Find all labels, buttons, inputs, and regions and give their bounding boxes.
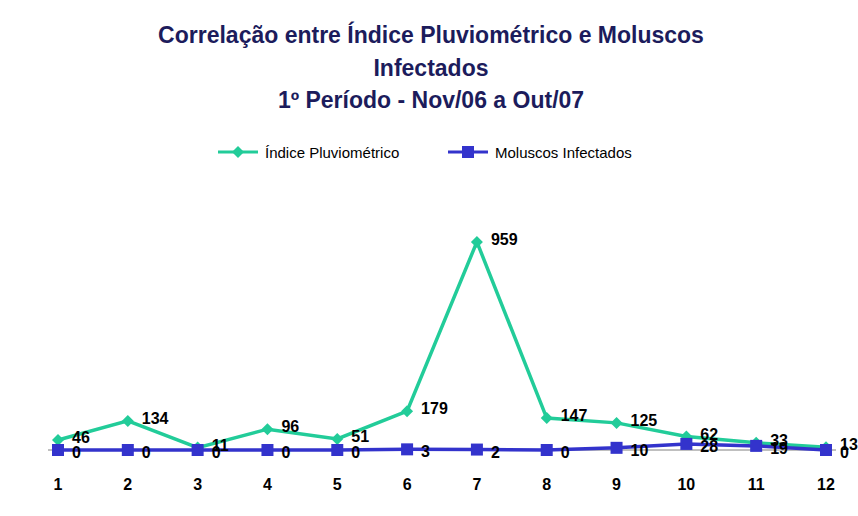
x-tick-label: 4 <box>263 476 272 493</box>
data-label: 134 <box>142 410 169 427</box>
data-label: 179 <box>421 400 448 417</box>
x-tick-label: 5 <box>333 476 342 493</box>
point <box>331 444 343 456</box>
point <box>331 433 343 445</box>
point <box>750 440 762 452</box>
point <box>541 412 553 424</box>
data-label: 147 <box>561 407 588 424</box>
data-label: 51 <box>351 428 369 445</box>
data-label: 19 <box>770 440 788 457</box>
point <box>471 444 483 456</box>
point <box>401 443 413 455</box>
point <box>122 415 134 427</box>
legend-entry: Moluscos Infectados <box>448 144 632 161</box>
data-label: 0 <box>840 444 849 461</box>
point <box>680 438 692 450</box>
x-tick-label: 3 <box>193 476 202 493</box>
point <box>541 444 553 456</box>
point <box>261 423 273 435</box>
data-label: 959 <box>491 231 518 248</box>
series-line <box>58 242 826 448</box>
point <box>611 417 623 429</box>
x-tick-label: 2 <box>123 476 132 493</box>
point <box>261 444 273 456</box>
x-tick-label: 11 <box>748 476 765 493</box>
point <box>122 444 134 456</box>
data-labels: 4613411965117995914712562331300000320102… <box>72 231 858 461</box>
legend-label: Índice Pluviométrico <box>265 144 399 161</box>
legend-marker <box>232 146 244 158</box>
title: Infectados <box>373 55 488 81</box>
data-label: 28 <box>700 438 718 455</box>
data-label: 2 <box>491 444 500 461</box>
legend-entry: Índice Pluviométrico <box>218 144 399 161</box>
data-label: 0 <box>212 444 221 461</box>
chart: Correlação entre Índice Pluviométrico e … <box>0 0 858 516</box>
data-label: 0 <box>72 444 81 461</box>
point <box>52 444 64 456</box>
x-tick-label: 8 <box>542 476 551 493</box>
x-tick-label: 1 <box>54 476 63 493</box>
point <box>611 442 623 454</box>
title: Correlação entre Índice Pluviométrico e … <box>158 21 704 48</box>
legend-label: Moluscos Infectados <box>495 144 632 161</box>
legend-marker <box>462 146 474 158</box>
point <box>471 236 483 248</box>
data-label: 0 <box>561 444 570 461</box>
data-label: 96 <box>281 418 299 435</box>
point <box>192 444 204 456</box>
data-label: 0 <box>351 444 360 461</box>
x-tick-label: 12 <box>817 476 835 493</box>
data-label: 0 <box>142 444 151 461</box>
x-tick-label: 6 <box>403 476 412 493</box>
x-tick-label: 10 <box>677 476 695 493</box>
plot-area <box>52 236 832 456</box>
data-label: 3 <box>421 443 430 460</box>
x-tick-label: 7 <box>472 476 481 493</box>
data-label: 10 <box>631 442 649 459</box>
point <box>401 405 413 417</box>
title: 1º Período - Nov/06 a Out/07 <box>278 87 584 113</box>
data-label: 125 <box>631 412 658 429</box>
point <box>820 444 832 456</box>
x-tick-label: 9 <box>612 476 621 493</box>
data-label: 0 <box>281 444 290 461</box>
